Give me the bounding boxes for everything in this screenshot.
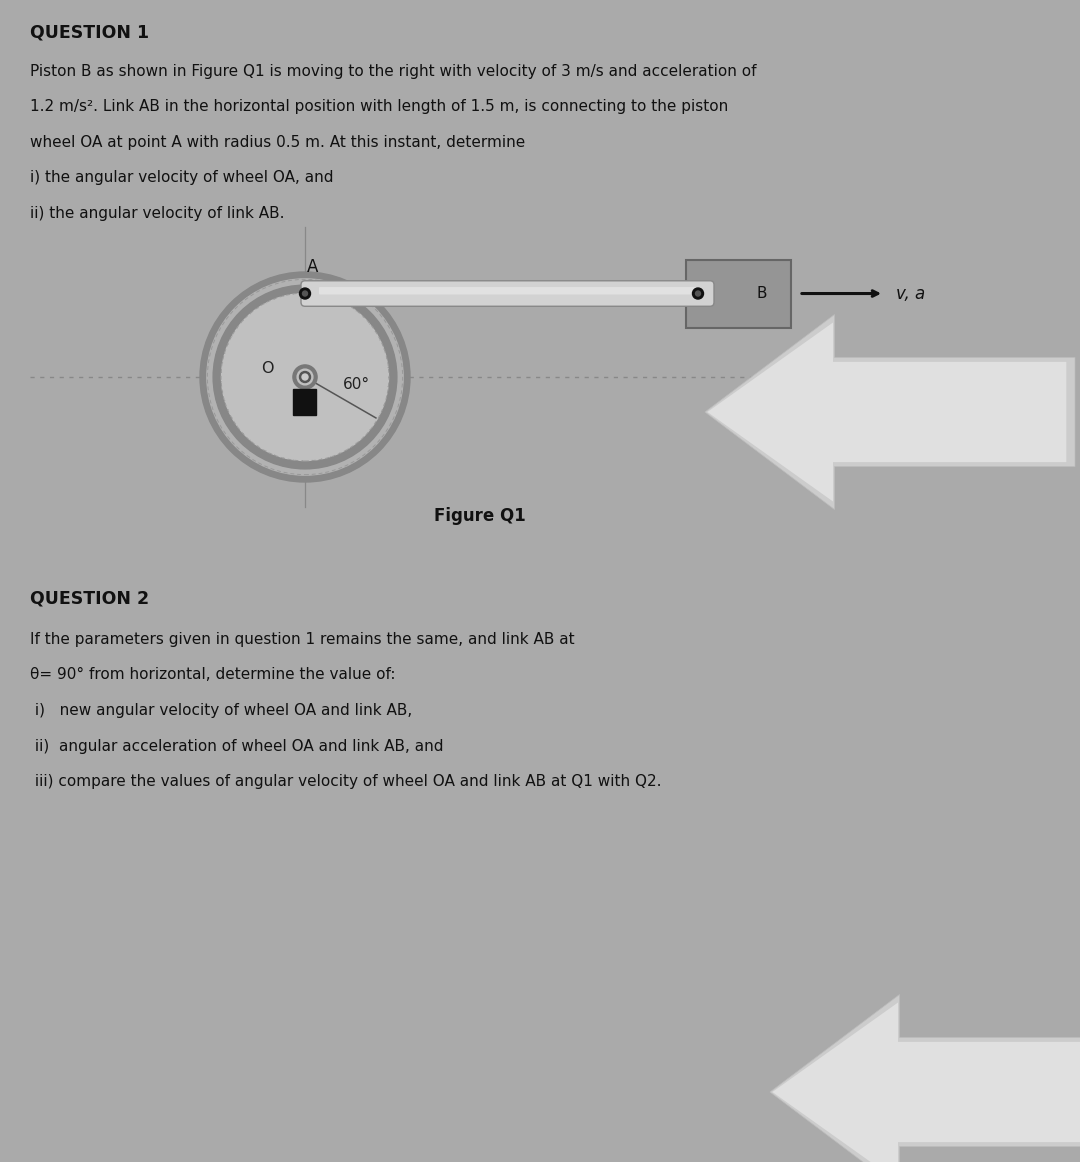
- Text: ii) the angular velocity of link AB.: ii) the angular velocity of link AB.: [30, 206, 284, 221]
- Text: ii)  angular acceleration of wheel OA and link AB, and: ii) angular acceleration of wheel OA and…: [30, 739, 444, 753]
- Text: θ= 90° from horizontal, determine the value of:: θ= 90° from horizontal, determine the va…: [30, 667, 395, 682]
- Circle shape: [302, 290, 308, 296]
- Text: 60°: 60°: [343, 378, 370, 393]
- Text: B: B: [756, 286, 767, 301]
- FancyBboxPatch shape: [319, 287, 696, 294]
- Text: QUESTION 2: QUESTION 2: [30, 590, 149, 608]
- Circle shape: [293, 365, 318, 389]
- Text: wheel OA at point A with radius 0.5 m. At this instant, determine: wheel OA at point A with radius 0.5 m. A…: [30, 135, 525, 150]
- Circle shape: [299, 288, 311, 299]
- Text: Figure Q1: Figure Q1: [434, 507, 526, 525]
- Text: O: O: [260, 361, 273, 376]
- Polygon shape: [707, 323, 1066, 502]
- FancyBboxPatch shape: [686, 259, 791, 328]
- Circle shape: [696, 290, 701, 296]
- FancyBboxPatch shape: [294, 389, 316, 415]
- Circle shape: [297, 370, 313, 385]
- Polygon shape: [772, 1003, 1080, 1162]
- FancyBboxPatch shape: [301, 281, 714, 307]
- Text: 1.2 m/s². Link AB in the horizontal position with length of 1.5 m, is connecting: 1.2 m/s². Link AB in the horizontal posi…: [30, 100, 728, 115]
- Text: iii) compare the values of angular velocity of wheel OA and link AB at Q1 with Q: iii) compare the values of angular veloc…: [30, 774, 661, 789]
- Text: i)   new angular velocity of wheel OA and link AB,: i) new angular velocity of wheel OA and …: [30, 703, 413, 718]
- Text: QUESTION 1: QUESTION 1: [30, 24, 149, 42]
- Circle shape: [221, 294, 389, 460]
- Circle shape: [299, 372, 311, 382]
- Circle shape: [302, 374, 308, 380]
- Circle shape: [213, 285, 396, 469]
- Circle shape: [207, 279, 403, 475]
- Text: v, a: v, a: [896, 285, 926, 302]
- Text: i) the angular velocity of wheel OA, and: i) the angular velocity of wheel OA, and: [30, 171, 334, 186]
- Polygon shape: [705, 315, 1075, 509]
- Polygon shape: [770, 995, 1080, 1162]
- Text: A: A: [308, 258, 319, 275]
- Circle shape: [692, 288, 703, 299]
- Text: If the parameters given in question 1 remains the same, and link AB at: If the parameters given in question 1 re…: [30, 632, 575, 647]
- Circle shape: [200, 272, 410, 482]
- Text: Piston B as shown in Figure Q1 is moving to the right with velocity of 3 m/s and: Piston B as shown in Figure Q1 is moving…: [30, 64, 756, 79]
